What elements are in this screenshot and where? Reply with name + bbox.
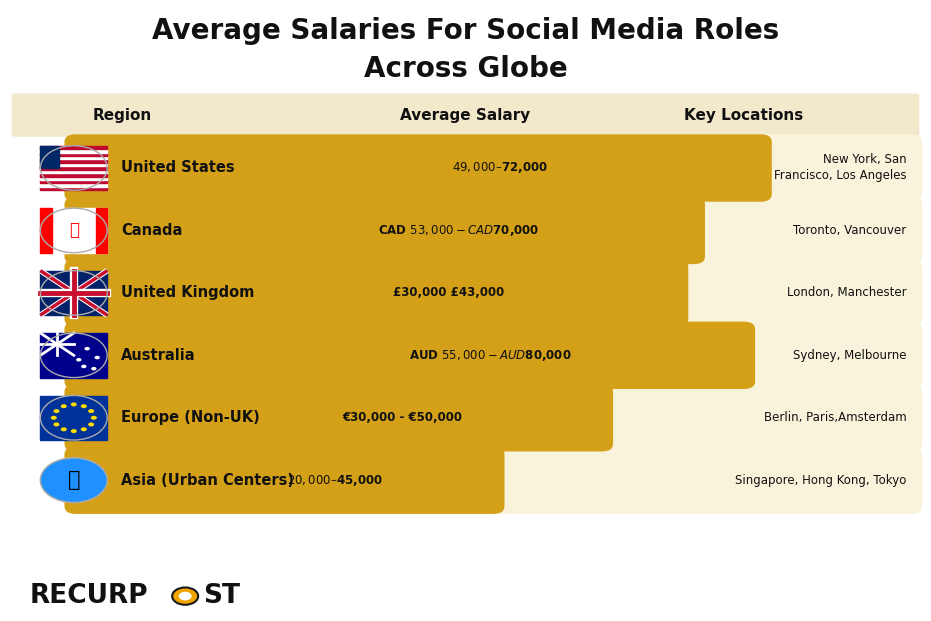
Circle shape	[53, 422, 60, 427]
Bar	[40, 153, 107, 156]
Bar	[40, 176, 107, 180]
Text: Canada: Canada	[121, 223, 182, 238]
Circle shape	[61, 404, 67, 408]
Circle shape	[95, 356, 100, 360]
Bar	[40, 208, 107, 253]
Circle shape	[76, 358, 82, 361]
Circle shape	[172, 587, 198, 605]
Text: United Kingdom: United Kingdom	[121, 286, 254, 301]
FancyBboxPatch shape	[64, 384, 614, 451]
FancyBboxPatch shape	[64, 259, 923, 327]
Text: $20,000–$45,000: $20,000–$45,000	[287, 473, 383, 487]
Bar	[40, 146, 59, 168]
Text: Australia: Australia	[121, 348, 196, 363]
FancyBboxPatch shape	[64, 197, 923, 264]
FancyBboxPatch shape	[64, 322, 755, 389]
Bar	[40, 166, 107, 170]
Circle shape	[91, 367, 97, 371]
Bar	[40, 396, 107, 440]
FancyBboxPatch shape	[64, 446, 505, 514]
Text: Europe (Non-UK): Europe (Non-UK)	[121, 410, 260, 425]
Text: Sydney, Melbourne: Sydney, Melbourne	[793, 349, 907, 362]
Bar	[40, 173, 107, 176]
Bar	[40, 183, 107, 187]
Bar	[40, 163, 107, 166]
FancyBboxPatch shape	[64, 384, 923, 451]
Text: Berlin, Paris,Amsterdam: Berlin, Paris,Amsterdam	[763, 411, 907, 424]
Circle shape	[81, 365, 87, 368]
Text: Average Salaries For Social Media Roles
Across Globe: Average Salaries For Social Media Roles …	[152, 17, 779, 83]
Text: 🌏: 🌏	[68, 470, 80, 490]
Bar	[96, 208, 107, 253]
Text: London, Manchester: London, Manchester	[787, 286, 907, 299]
Circle shape	[53, 409, 60, 413]
Circle shape	[81, 404, 87, 408]
Bar	[40, 208, 52, 253]
FancyBboxPatch shape	[11, 94, 920, 137]
Text: Key Locations: Key Locations	[684, 107, 803, 122]
Bar	[40, 187, 107, 190]
FancyBboxPatch shape	[64, 446, 923, 514]
Text: United States: United States	[121, 160, 235, 176]
Circle shape	[40, 458, 107, 502]
Bar	[40, 146, 107, 149]
FancyBboxPatch shape	[64, 259, 688, 327]
Bar	[40, 271, 107, 315]
Circle shape	[88, 409, 94, 413]
Text: Region: Region	[92, 107, 152, 122]
Circle shape	[40, 333, 107, 378]
FancyBboxPatch shape	[64, 134, 772, 202]
Circle shape	[88, 422, 94, 427]
Text: Average Salary: Average Salary	[400, 107, 531, 122]
Text: £30,000 £43,000: £30,000 £43,000	[393, 286, 505, 299]
FancyBboxPatch shape	[64, 322, 923, 389]
Text: 🍁: 🍁	[69, 222, 79, 240]
Circle shape	[91, 415, 97, 420]
Circle shape	[71, 402, 76, 406]
Bar	[40, 149, 107, 153]
Bar	[40, 160, 107, 163]
Text: CAD $53,000 - CAD $70,000: CAD $53,000 - CAD $70,000	[378, 223, 540, 238]
Circle shape	[40, 396, 107, 440]
Bar	[40, 333, 107, 378]
Text: ST: ST	[203, 583, 240, 609]
Text: New York, San
Francisco, Los Angeles: New York, San Francisco, Los Angeles	[774, 153, 907, 183]
Circle shape	[40, 458, 107, 502]
Circle shape	[71, 429, 76, 433]
Text: AUD $55,000 - AUD $80,000: AUD $55,000 - AUD $80,000	[409, 348, 572, 363]
Text: €30,000 - €50,000: €30,000 - €50,000	[342, 411, 462, 424]
Circle shape	[40, 271, 107, 315]
Circle shape	[50, 415, 57, 420]
Bar	[40, 170, 107, 173]
Text: RECURP: RECURP	[29, 583, 148, 609]
Circle shape	[40, 208, 107, 253]
Circle shape	[61, 427, 67, 432]
Text: Asia (Urban Centers): Asia (Urban Centers)	[121, 473, 294, 487]
Text: Singapore, Hong Kong, Tokyo: Singapore, Hong Kong, Tokyo	[735, 474, 907, 487]
Bar	[40, 180, 107, 183]
Circle shape	[40, 146, 107, 190]
Circle shape	[179, 592, 192, 601]
Bar	[40, 156, 107, 160]
Text: Toronto, Vancouver: Toronto, Vancouver	[793, 224, 907, 237]
Text: $49,000–$72,000: $49,000–$72,000	[452, 160, 548, 176]
Circle shape	[85, 347, 89, 350]
Circle shape	[81, 427, 87, 432]
FancyBboxPatch shape	[64, 197, 705, 264]
FancyBboxPatch shape	[64, 134, 923, 202]
